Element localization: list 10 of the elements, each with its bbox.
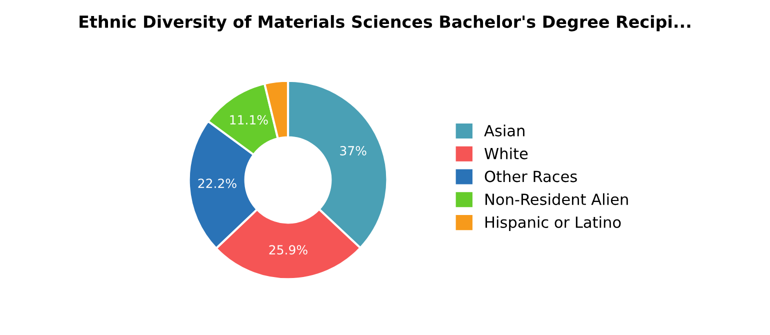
chart-title: Ethnic Diversity of Materials Sciences Bachelor's Degree Recipi... — [80, 15, 690, 32]
data-label: 25.9% — [269, 245, 308, 255]
legend-label: Other Races — [484, 170, 577, 182]
data-label: 11.1% — [230, 115, 268, 125]
legend-label: Hispanic or Latino — [486, 216, 621, 231]
legend-label: White — [484, 148, 528, 160]
legend-label: Non-Resident Alien — [486, 193, 628, 206]
legend-label: Asian — [484, 124, 524, 136]
data-label: 22.2% — [198, 178, 236, 188]
data-label: 37% — [340, 146, 366, 156]
